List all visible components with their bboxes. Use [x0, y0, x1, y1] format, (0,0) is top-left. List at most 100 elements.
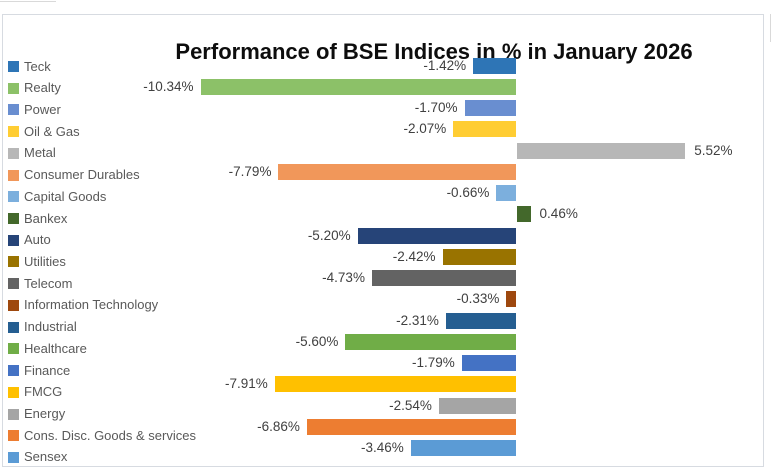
legend-item[interactable]: Consumer Durables	[8, 165, 140, 185]
legend-item[interactable]: Power	[8, 100, 61, 120]
bar-value-label: -1.79%	[412, 355, 455, 370]
bar-value-label: -2.31%	[396, 312, 439, 328]
bar-teck[interactable]	[473, 57, 517, 74]
bar-value-label: -2.42%	[392, 248, 436, 264]
legend-item-label: Realty	[24, 80, 61, 96]
bar-value-label: 5.52%	[694, 142, 733, 158]
legend-item-label: Auto	[24, 232, 51, 248]
legend-item-label: Energy	[24, 406, 66, 422]
legend-swatch-icon	[8, 365, 19, 377]
legend-item-label: Teck	[24, 58, 51, 74]
legend-swatch-icon	[8, 430, 19, 442]
bar-realty[interactable]	[200, 78, 517, 95]
bar-power[interactable]	[464, 100, 517, 116]
legend-swatch-icon	[8, 408, 19, 420]
legend-item[interactable]: Sensex	[8, 447, 67, 467]
bar-value-label: -4.73%	[322, 270, 365, 285]
legend-swatch-icon	[8, 234, 19, 246]
bar-healthcare[interactable]	[345, 333, 517, 350]
bar-utilities[interactable]	[442, 248, 517, 265]
legend-item-label: Finance	[24, 362, 71, 378]
legend-item-label: Utilities	[24, 253, 66, 269]
bar-value-label: -2.54%	[389, 397, 432, 413]
legend-swatch-icon	[8, 191, 19, 203]
bar-value-label: -1.42%	[423, 57, 467, 73]
legend-item-label: Sensex	[24, 449, 68, 465]
legend-swatch-icon	[8, 104, 19, 116]
legend-item[interactable]: Information Technology	[8, 295, 158, 315]
bar-metal[interactable]	[516, 142, 686, 159]
legend-swatch-icon	[8, 126, 19, 138]
legend-item[interactable]: Metal	[8, 143, 56, 163]
legend-swatch-icon	[8, 278, 19, 290]
legend-item[interactable]: Cons. Disc. Goods & services	[8, 426, 196, 446]
bar-value-label: -6.86%	[257, 418, 300, 434]
legend-item[interactable]: Realty	[8, 78, 61, 98]
bar-telecom[interactable]	[371, 270, 517, 286]
legend-item-label: Cons. Disc. Goods & services	[24, 427, 196, 443]
legend-swatch-icon	[8, 256, 19, 268]
legend-swatch-icon	[8, 147, 19, 159]
bar-value-label: -3.46%	[360, 440, 404, 455]
legend-item[interactable]: Healthcare	[8, 339, 87, 359]
bar-value-label: -0.66%	[446, 185, 490, 200]
legend-item-label: Oil & Gas	[24, 123, 80, 139]
legend-item[interactable]: Utilities	[8, 252, 66, 272]
chart-title: Performance of BSE Indices in % in Janua…	[175, 39, 693, 64]
legend-swatch-icon	[8, 386, 19, 398]
bar-value-label: -5.20%	[307, 227, 351, 243]
screen-artifact-top-left	[0, 1, 56, 2]
bar-consumer-durables[interactable]	[278, 163, 517, 180]
bar-value-label: -5.60%	[295, 333, 339, 349]
bar-bankex[interactable]	[516, 206, 531, 223]
bar-value-label: -7.79%	[228, 163, 272, 179]
legend-item[interactable]: Telecom	[8, 274, 72, 294]
legend-swatch-icon	[8, 299, 19, 311]
bar-value-label: -2.07%	[403, 121, 447, 137]
legend-item-label: Capital Goods	[24, 188, 107, 204]
bar-value-label: -0.33%	[456, 291, 500, 307]
legend-item-label: Consumer Durables	[24, 167, 140, 183]
bar-value-label: -1.70%	[414, 100, 458, 115]
bar-oil-gas[interactable]	[453, 121, 517, 138]
legend-item-label: Bankex	[24, 210, 68, 226]
legend-swatch-icon	[8, 61, 19, 72]
screen-artifact-top-right	[770, 14, 771, 42]
legend-swatch-icon	[8, 451, 19, 463]
legend-item[interactable]: Bankex	[8, 209, 67, 229]
bar-fmcg[interactable]	[274, 376, 517, 393]
legend-item[interactable]: Capital Goods	[8, 187, 106, 207]
bar-information-technology[interactable]	[506, 291, 517, 308]
bar-sensex[interactable]	[410, 440, 517, 456]
bar-auto[interactable]	[357, 227, 517, 244]
legend-item-label: Industrial	[24, 319, 77, 335]
bar-cons-disc-goods-services[interactable]	[306, 418, 517, 435]
bar-capital-goods[interactable]	[496, 185, 517, 201]
legend-swatch-icon	[8, 82, 19, 94]
bar-energy[interactable]	[438, 397, 517, 414]
legend-item-label: Information Technology	[24, 297, 159, 313]
legend-item[interactable]: Auto	[8, 230, 51, 250]
legend-swatch-icon	[8, 213, 19, 225]
bar-value-label: -7.91%	[225, 376, 268, 392]
legend-item-label: Healthcare	[24, 340, 87, 356]
legend-item[interactable]: Energy	[8, 404, 65, 424]
legend-item[interactable]: Finance	[8, 361, 70, 381]
legend-item-label: Power	[24, 101, 61, 117]
legend-swatch-icon	[8, 321, 19, 333]
bar-value-label: 0.46%	[539, 206, 578, 222]
legend-item[interactable]: Oil & Gas	[8, 122, 80, 142]
legend-item-label: FMCG	[24, 384, 63, 400]
legend-swatch-icon	[8, 169, 19, 181]
legend-item-label: Telecom	[24, 275, 73, 291]
legend-swatch-icon	[8, 343, 19, 355]
legend-item[interactable]: Teck	[8, 57, 51, 77]
legend-item[interactable]: FMCG	[8, 382, 62, 402]
legend-item[interactable]: Industrial	[8, 317, 77, 337]
bar-industrial[interactable]	[445, 312, 517, 329]
bar-value-label: -10.34%	[143, 78, 194, 94]
bar-finance[interactable]	[461, 355, 517, 371]
